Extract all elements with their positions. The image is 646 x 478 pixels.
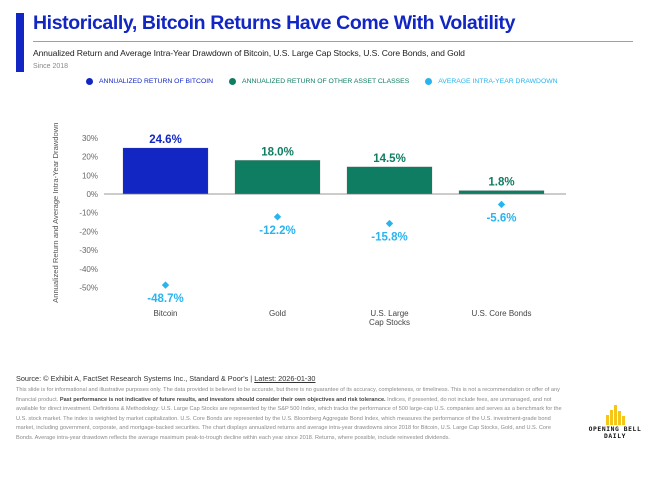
legend-swatch-other-assets	[229, 78, 237, 85]
legend-swatch-bitcoin	[86, 78, 93, 85]
drawdown-value-label: -12.2%	[259, 225, 295, 237]
drawdown-marker	[273, 213, 282, 221]
x-category-label: Bitcoin	[153, 309, 177, 318]
drawdown-value-label: -5.6%	[486, 212, 516, 224]
disclaimer-bold: Past performance is not indicative of fu…	[59, 396, 386, 403]
legend: ANNUALIZED RETURN OF BITCOIN ANNUALIZED …	[86, 78, 558, 85]
y-tick-label: 30%	[82, 134, 98, 143]
drawdown-marker	[385, 219, 394, 228]
y-tick-label: -50%	[79, 284, 98, 293]
logo-text-line1: OPENING BELL	[588, 426, 642, 433]
title-accent-bar	[16, 13, 24, 72]
chart-subtitle: Annualized Return and Average Intra-Year…	[33, 48, 465, 58]
bar-value-label: 24.6%	[149, 134, 182, 146]
drawdown-value-label: -15.8%	[371, 232, 407, 244]
latest-date-link[interactable]: Latest: 2026-01-30	[254, 374, 316, 383]
bar-chart: Annualized Return and Average Intra-Year…	[51, 123, 566, 327]
legend-label-other-assets: ANNUALIZED RETURN OF OTHER ASSET CLASSES	[242, 78, 410, 85]
drawdown-value-label: -48.7%	[147, 293, 183, 305]
y-axis-title: Annualized Return and Average Intra-Year…	[51, 123, 60, 303]
legend-item-drawdown: AVERAGE INTRA-YEAR DRAWDOWN	[425, 78, 558, 85]
y-tick-label: -20%	[79, 227, 98, 236]
bar-2	[346, 166, 433, 195]
since-label: Since 2018	[33, 63, 69, 70]
legend-label-bitcoin: ANNUALIZED RETURN OF BITCOIN	[99, 78, 214, 85]
title-divider	[33, 41, 633, 42]
x-category-label: U.S. Large	[370, 309, 409, 318]
bar-chart-logo-icon	[606, 405, 625, 425]
bar-1	[234, 160, 321, 195]
legend-swatch-drawdown	[425, 78, 433, 85]
logo-text-line2: DAILY	[604, 433, 626, 440]
drawdown-marker	[161, 281, 170, 289]
chart-title: Historically, Bitcoin Returns Have Come …	[33, 12, 516, 34]
x-category-label: Cap Stocks	[369, 318, 410, 327]
x-category-label: U.S. Core Bonds	[471, 309, 531, 318]
legend-item-other-assets: ANNUALIZED RETURN OF OTHER ASSET CLASSES	[229, 78, 409, 85]
source-text: Source: © Exhibit A, FactSet Research Sy…	[16, 374, 255, 383]
legend-label-drawdown: AVERAGE INTRA-YEAR DRAWDOWN	[438, 78, 558, 85]
legend-item-bitcoin: ANNUALIZED RETURN OF BITCOIN	[86, 78, 213, 85]
disclaimer-text-1: This slide is for informational and illu…	[16, 387, 560, 403]
bar-value-label: 14.5%	[373, 153, 406, 165]
opening-bell-daily-logo: OPENING BELL DAILY	[585, 405, 645, 440]
y-tick-label: -10%	[79, 209, 98, 218]
bar-3	[458, 190, 545, 195]
bar-value-label: 18.0%	[261, 146, 294, 158]
y-tick-label: -30%	[79, 246, 98, 255]
source-line: Source: © Exhibit A, FactSet Research Sy…	[16, 374, 315, 383]
disclaimer-text-2: Indices, if presented, do not include fe…	[16, 396, 562, 441]
drawdown-marker	[497, 200, 506, 209]
x-category-label: Gold	[269, 309, 286, 318]
y-tick-label: -40%	[79, 265, 98, 274]
y-tick-label: 0%	[86, 190, 98, 199]
bar-0	[122, 147, 209, 195]
disclaimer: This slide is for informational and illu…	[16, 386, 566, 443]
bar-value-label: 1.8%	[488, 177, 514, 189]
y-tick-label: 10%	[82, 171, 98, 180]
y-tick-label: 20%	[82, 153, 98, 162]
